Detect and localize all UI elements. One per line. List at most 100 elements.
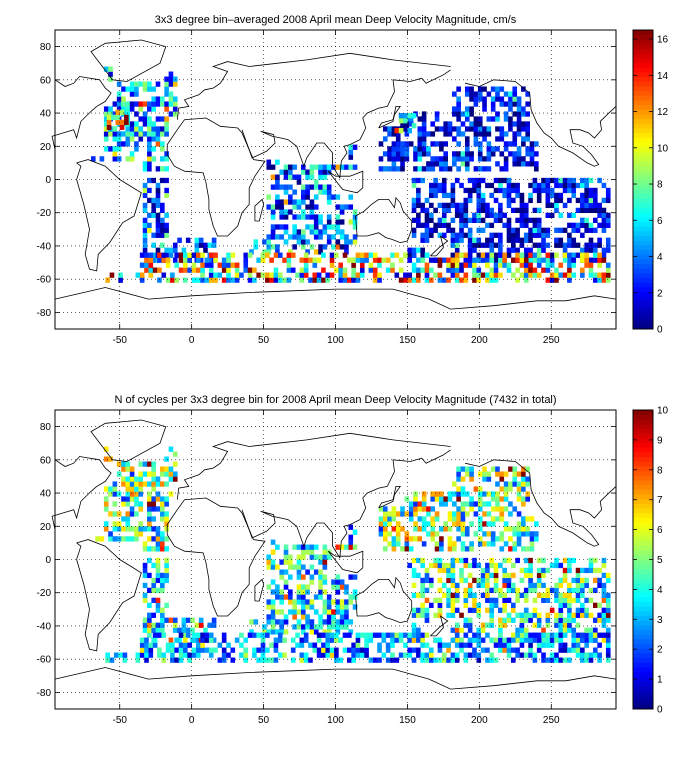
data-cell — [411, 582, 417, 589]
data-cell — [437, 272, 443, 278]
data-cell — [305, 549, 310, 555]
data-cell — [554, 652, 559, 658]
data-cell — [134, 126, 139, 132]
data-cell — [305, 589, 310, 595]
data-cell — [344, 249, 349, 255]
data-cell — [313, 609, 319, 615]
data-cell — [433, 637, 438, 643]
data-cell — [464, 511, 470, 517]
data-cell — [178, 632, 184, 638]
data-cell — [430, 491, 436, 497]
data-cell — [429, 652, 434, 658]
data-cell — [164, 187, 169, 194]
data-cell — [447, 526, 453, 532]
data-cell — [138, 136, 144, 142]
data-cell — [592, 617, 598, 623]
data-cell — [567, 617, 572, 623]
data-cell — [580, 632, 585, 638]
data-cell — [147, 187, 152, 194]
data-cell — [456, 106, 461, 112]
data-cell — [142, 232, 148, 238]
data-cell — [456, 166, 461, 172]
data-cell — [129, 486, 135, 492]
data-cell — [433, 597, 438, 603]
data-cell — [434, 511, 440, 517]
data-cell — [296, 589, 302, 595]
data-cell — [463, 252, 469, 258]
data-cell — [269, 642, 274, 648]
data-cell — [499, 511, 505, 517]
data-cell — [185, 617, 191, 623]
data-cell — [447, 511, 453, 517]
data-cell — [597, 212, 602, 218]
data-cell — [290, 637, 296, 643]
data-cell — [226, 652, 231, 658]
data-cell — [339, 164, 345, 170]
data-cell — [584, 652, 589, 658]
data-cell — [230, 647, 236, 653]
data-cell — [519, 627, 525, 633]
data-cell — [429, 187, 434, 194]
data-cell — [482, 511, 487, 517]
data-cell — [450, 252, 456, 258]
data-cell — [344, 544, 349, 550]
data-cell — [441, 222, 447, 228]
data-cell — [523, 592, 529, 598]
data-cell — [460, 506, 466, 512]
data-cell — [221, 637, 227, 643]
colorbar-segment — [633, 146, 653, 152]
data-cell — [450, 602, 456, 608]
data-cell — [528, 582, 533, 589]
data-cell — [486, 476, 492, 482]
data-cell — [439, 126, 444, 132]
data-cell — [588, 247, 594, 253]
colorbar-segment — [633, 72, 653, 78]
data-cell — [521, 161, 526, 167]
data-cell — [499, 471, 505, 477]
data-cell — [597, 642, 602, 648]
data-cell — [208, 647, 214, 653]
data-cell — [164, 156, 169, 162]
data-cell — [142, 582, 148, 589]
colorbar-segment — [633, 657, 653, 663]
data-cell — [253, 619, 259, 625]
data-cell — [460, 131, 466, 137]
data-cell — [155, 577, 161, 584]
data-cell — [536, 242, 542, 248]
data-cell — [464, 501, 470, 507]
data-cell — [296, 584, 302, 590]
data-cell — [490, 506, 496, 512]
data-cell — [429, 232, 434, 238]
data-cell — [372, 657, 378, 663]
data-cell — [404, 496, 410, 502]
data-cell — [411, 232, 417, 238]
data-cell — [519, 192, 525, 199]
data-cell — [387, 126, 392, 132]
data-cell — [115, 119, 121, 125]
data-cell — [597, 272, 602, 278]
data-cell — [321, 647, 326, 653]
data-cell — [464, 151, 470, 157]
data-cell — [456, 526, 461, 532]
data-cell — [377, 272, 382, 278]
data-cell — [125, 496, 131, 502]
data-cell — [138, 521, 144, 527]
data-cell — [134, 131, 139, 137]
data-cell — [545, 257, 551, 263]
coastline — [76, 159, 142, 272]
data-cell — [275, 544, 280, 550]
data-cell — [541, 557, 546, 564]
data-cell — [588, 207, 594, 214]
data-cell — [187, 652, 192, 658]
data-cell — [506, 267, 512, 273]
data-cell — [521, 496, 526, 502]
data-cell — [450, 557, 456, 564]
data-cell — [519, 577, 525, 584]
data-cell — [168, 446, 174, 452]
data-cell — [480, 622, 486, 628]
data-cell — [456, 506, 461, 512]
data-cell — [597, 657, 602, 663]
data-cell — [601, 222, 607, 228]
data-cell — [521, 141, 526, 147]
data-cell — [151, 506, 156, 512]
